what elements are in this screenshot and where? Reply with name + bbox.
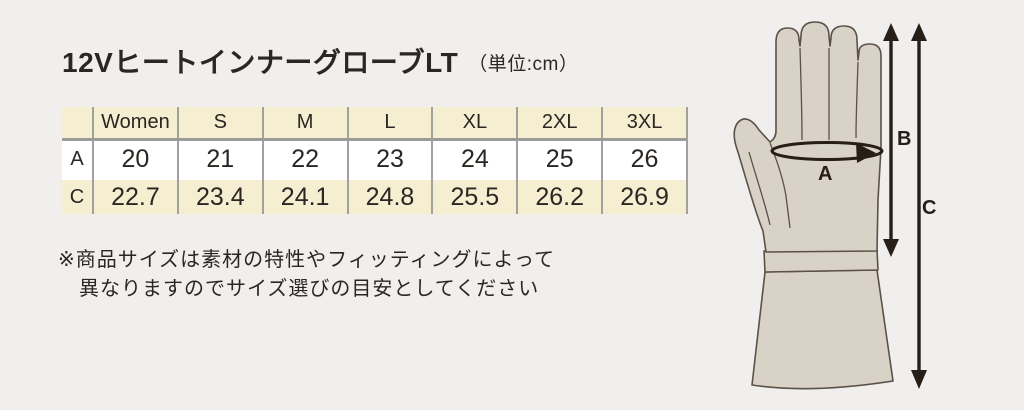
cell-a-3xl: 26 bbox=[603, 141, 686, 177]
col-header-xl: XL bbox=[433, 107, 517, 138]
measure-b-label: B bbox=[897, 128, 911, 150]
cell-a-m: 22 bbox=[263, 141, 347, 177]
cell-a-l: 23 bbox=[348, 141, 432, 177]
measure-a-arrowhead bbox=[856, 143, 876, 163]
corner-cell bbox=[62, 107, 92, 138]
row-label-a: A bbox=[62, 141, 92, 177]
glove-wrist-band bbox=[763, 248, 879, 273]
unit-label: （単位:cm） bbox=[468, 54, 579, 75]
col-header-women: Women bbox=[94, 107, 177, 138]
thumb-seam bbox=[769, 142, 791, 229]
measure-b-arrow bbox=[883, 23, 899, 257]
cell-a-women: 20 bbox=[94, 141, 177, 177]
finger-seam-3 bbox=[855, 61, 859, 139]
size-note: ※商品サイズは素材の特性やフィッティングによって 異なりますのでサイズ選びの目安… bbox=[58, 246, 555, 304]
cell-c-s: 23.4 bbox=[178, 180, 262, 214]
col-header-s: S bbox=[178, 107, 262, 138]
col-header-m: M bbox=[263, 107, 347, 138]
cell-c-xl: 25.5 bbox=[433, 180, 517, 214]
product-title: 12VヒートインナーグローブLT bbox=[62, 47, 459, 78]
glove-diagram: A B C bbox=[733, 21, 936, 390]
measure-a-label: A bbox=[818, 163, 832, 185]
cell-a-2xl: 25 bbox=[518, 141, 602, 177]
measure-c-arrow bbox=[911, 23, 927, 389]
col-header-3xl: 3XL bbox=[603, 107, 686, 138]
cell-c-m: 24.1 bbox=[263, 180, 347, 214]
size-table: Women S M L XL 2XL 3XL A 20 21 22 23 24 … bbox=[62, 107, 688, 214]
cell-c-2xl: 26.2 bbox=[518, 180, 602, 214]
cell-c-3xl: 26.9 bbox=[603, 180, 686, 214]
cell-c-l: 24.8 bbox=[348, 180, 432, 214]
glove-hand bbox=[733, 21, 882, 253]
glove-gauntlet bbox=[751, 269, 894, 390]
cell-a-xl: 24 bbox=[433, 141, 517, 177]
finger-seam-1 bbox=[799, 47, 803, 141]
row-gap bbox=[62, 177, 92, 180]
thumb-crease bbox=[748, 151, 771, 226]
col-header-2xl: 2XL bbox=[518, 107, 602, 138]
measure-c-label: C bbox=[922, 197, 936, 219]
size-note-line2: 異なりますのでサイズ選びの目安としてください bbox=[79, 278, 540, 300]
col-header-l: L bbox=[348, 107, 432, 138]
title-row: 12VヒートインナーグローブLT （単位:cm） bbox=[62, 46, 578, 80]
cell-c-women: 22.7 bbox=[94, 180, 177, 214]
glove-illustration bbox=[733, 21, 894, 390]
header-divider bbox=[62, 138, 686, 141]
measure-a-ellipse bbox=[770, 141, 884, 163]
row-label-c: C bbox=[62, 180, 92, 214]
cell-a-s: 21 bbox=[178, 141, 262, 177]
size-note-line1: ※商品サイズは素材の特性やフィッティングによって bbox=[58, 249, 555, 271]
